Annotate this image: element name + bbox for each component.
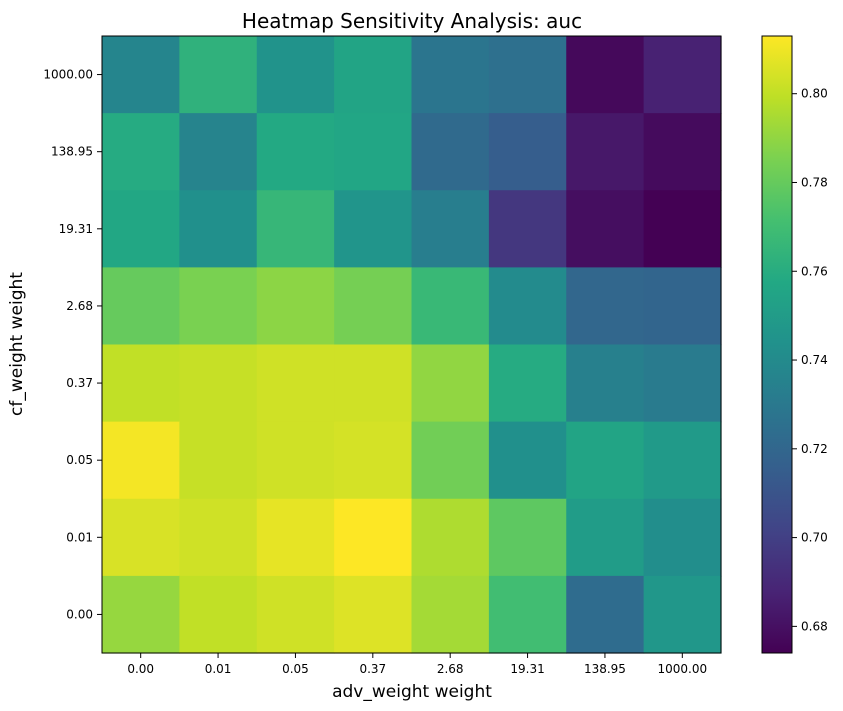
heatmap-cell bbox=[411, 190, 490, 268]
heatmap-cell bbox=[179, 344, 258, 423]
heatmap-cell bbox=[334, 575, 413, 654]
x-tick-label: 2.68 bbox=[437, 662, 464, 676]
x-axis: 0.00 0.01 0.05 0.37 2.68 19.31 138.95 1000.00 bbox=[127, 653, 707, 676]
heatmap-cell bbox=[488, 498, 567, 577]
heatmap-cell bbox=[179, 267, 258, 346]
heatmap-cell bbox=[411, 421, 490, 500]
heatmap-cell bbox=[102, 344, 180, 423]
heatmap-cell bbox=[488, 575, 567, 654]
heatmap-cell bbox=[566, 344, 645, 423]
heatmap-cell bbox=[488, 36, 567, 114]
heatmap-cell bbox=[566, 267, 645, 346]
heatmap-cell bbox=[566, 498, 645, 577]
heatmap-cell bbox=[179, 36, 258, 114]
heatmap-cell bbox=[566, 575, 645, 654]
heatmap-cell bbox=[256, 113, 335, 191]
x-tick-label: 0.00 bbox=[127, 662, 154, 676]
heatmap-cell bbox=[643, 344, 722, 423]
heatmap-cell bbox=[488, 421, 567, 500]
heatmap-cell bbox=[334, 190, 413, 268]
y-tick-label: 0.37 bbox=[66, 376, 93, 390]
heatmap-cell bbox=[256, 190, 335, 268]
heatmap-cell bbox=[643, 498, 722, 577]
heatmap-cell bbox=[488, 190, 567, 268]
heatmap-cell bbox=[334, 267, 413, 346]
heatmap-cell bbox=[643, 113, 722, 191]
heatmap-cell bbox=[102, 267, 180, 346]
heatmap-cell bbox=[256, 36, 335, 114]
heatmap-cell bbox=[256, 575, 335, 654]
x-tick-label: 0.01 bbox=[205, 662, 232, 676]
y-tick-label: 2.68 bbox=[66, 299, 93, 313]
y-axis: 1000.00 138.95 19.31 2.68 0.37 0.05 0.01 0.00 bbox=[43, 68, 102, 621]
heatmap-cell bbox=[334, 498, 413, 577]
y-tick-label: 0.00 bbox=[66, 607, 93, 621]
heatmap-cell bbox=[411, 113, 490, 191]
heatmap-cell bbox=[411, 344, 490, 423]
x-tick-label: 0.05 bbox=[282, 662, 309, 676]
heatmap-cell bbox=[256, 267, 335, 346]
x-tick-label: 19.31 bbox=[510, 662, 544, 676]
heatmap-cell bbox=[411, 575, 490, 654]
heatmap-cell bbox=[566, 190, 645, 268]
heatmap-cell bbox=[179, 575, 258, 654]
heatmap-cell bbox=[334, 421, 413, 500]
x-tick-label: 0.37 bbox=[359, 662, 386, 676]
heatmap-cell bbox=[102, 36, 180, 114]
heatmap-cell bbox=[334, 36, 413, 114]
heatmap-cell bbox=[102, 421, 180, 500]
colorbar-axis: 0.68 0.70 0.72 0.74 0.76 0.78 0.80 bbox=[792, 87, 828, 633]
colorbar-tick-label: 0.80 bbox=[801, 87, 828, 101]
heatmap-cell bbox=[102, 190, 180, 268]
heatmap-cell bbox=[179, 113, 258, 191]
plot-frame bbox=[101, 35, 722, 654]
heatmap-cell bbox=[643, 421, 722, 500]
heatmap-cell bbox=[256, 421, 335, 500]
heatmap-cell bbox=[643, 267, 722, 346]
y-tick-label: 138.95 bbox=[51, 145, 93, 159]
heatmap-cell bbox=[488, 267, 567, 346]
colorbar-tick-label: 0.76 bbox=[801, 264, 828, 278]
x-tick-label: 138.95 bbox=[584, 662, 626, 676]
heatmap-cell bbox=[334, 344, 413, 423]
heatmap-cell bbox=[256, 344, 335, 423]
colorbar-tick-label: 0.78 bbox=[801, 175, 828, 189]
y-axis-label: cf_weight weight bbox=[7, 272, 27, 416]
y-tick-label: 0.05 bbox=[66, 453, 93, 467]
y-tick-label: 19.31 bbox=[59, 222, 93, 236]
heatmap-cell bbox=[179, 421, 258, 500]
x-tick-label: 1000.00 bbox=[658, 662, 708, 676]
x-axis-label: adv_weight weight bbox=[332, 682, 492, 702]
y-tick-label: 0.01 bbox=[66, 530, 93, 544]
heatmap-cell bbox=[179, 498, 258, 577]
heatmap-cell bbox=[643, 575, 722, 654]
heatmap-cell bbox=[411, 36, 490, 114]
heatmap-cell bbox=[411, 498, 490, 577]
y-tick-label: 1000.00 bbox=[43, 68, 93, 82]
colorbar bbox=[761, 35, 793, 654]
heatmap-cell bbox=[334, 113, 413, 191]
heatmap-cell bbox=[488, 344, 567, 423]
heatmap-cell bbox=[411, 267, 490, 346]
chart-title: Heatmap Sensitivity Analysis: auc bbox=[242, 9, 582, 33]
colorbar-tick-label: 0.74 bbox=[801, 353, 828, 367]
colorbar-tick-label: 0.68 bbox=[801, 619, 828, 633]
heatmap-cell bbox=[102, 575, 180, 654]
heatmap-cell bbox=[643, 36, 722, 114]
heatmap-cell bbox=[643, 190, 722, 268]
heatmap-cell bbox=[488, 113, 567, 191]
heatmap-cell bbox=[566, 36, 645, 114]
heatmap-cell bbox=[256, 498, 335, 577]
heatmap-cells bbox=[102, 36, 722, 654]
colorbar-tick-label: 0.70 bbox=[801, 531, 828, 545]
heatmap-cell bbox=[566, 113, 645, 191]
heatmap-cell bbox=[179, 190, 258, 268]
heatmap-cell bbox=[102, 113, 180, 191]
heatmap-cell bbox=[566, 421, 645, 500]
colorbar-tick-label: 0.72 bbox=[801, 442, 828, 456]
heatmap-cell bbox=[102, 498, 180, 577]
